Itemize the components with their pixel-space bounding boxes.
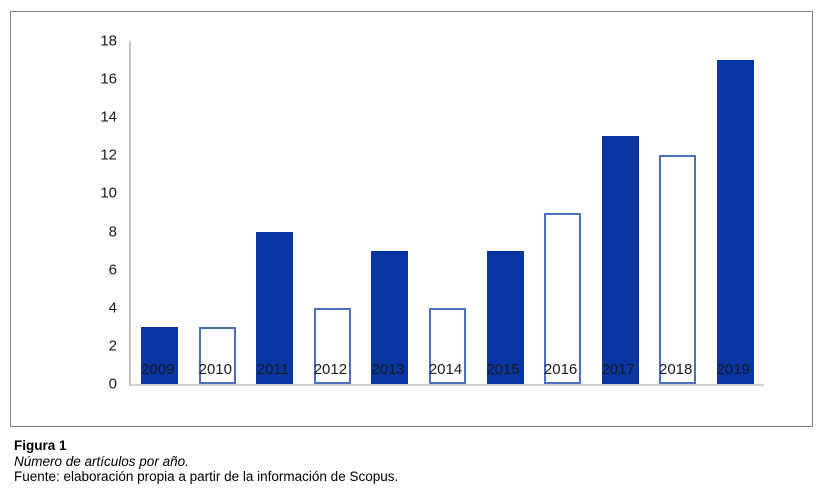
figure-caption: Figura 1 Número de artículos por año. Fu… <box>14 438 398 485</box>
x-tick-label-2017: 2017 <box>601 361 635 378</box>
y-tick-label: 0 <box>108 375 117 393</box>
y-tick-label: 18 <box>100 32 117 50</box>
y-tick-label: 12 <box>100 146 117 164</box>
y-tick-label: 8 <box>108 223 117 241</box>
bar-2009 <box>141 326 179 384</box>
bar-2010 <box>198 326 236 384</box>
y-tick-label: 2 <box>108 337 117 355</box>
bar-2016 <box>544 212 582 384</box>
y-tick-label: 16 <box>100 70 117 88</box>
x-tick-label-2013: 2013 <box>371 361 405 378</box>
x-tick-label-2009: 2009 <box>141 361 175 378</box>
bar-2014 <box>429 307 466 384</box>
x-tick-label-2018: 2018 <box>658 361 693 378</box>
y-tick-label: 14 <box>100 108 117 126</box>
bar-2011 <box>256 231 294 384</box>
y-tick-label: 10 <box>100 184 117 202</box>
bar-2015 <box>486 250 524 384</box>
figure-caption-label: Figura 1 <box>14 438 67 453</box>
bar-chart-plot-area <box>129 41 764 386</box>
x-tick-label-2014: 2014 <box>428 361 463 378</box>
y-tick-label: 4 <box>108 299 117 317</box>
figure-caption-source: Fuente: elaboración propia a partir de l… <box>14 469 399 484</box>
bar-2012 <box>313 307 351 384</box>
x-tick-label-2011: 2011 <box>256 361 289 378</box>
y-tick-label: 6 <box>108 261 117 279</box>
figure-caption-title: Número de artículos por año. <box>14 453 189 469</box>
bar-2019 <box>716 60 754 384</box>
x-tick-label-2019: 2019 <box>716 361 750 378</box>
x-tick-label-2010: 2010 <box>198 361 232 378</box>
figure-frame: 0 2 4 6 8 10 12 14 16 18 2009 2010 2011 2012 2013 2014… <box>10 11 813 427</box>
x-tick-label-2016: 2016 <box>543 361 578 378</box>
bar-2018 <box>659 155 697 384</box>
bar-2017 <box>601 136 639 384</box>
x-tick-label-2015: 2015 <box>486 361 520 378</box>
bar-2013 <box>371 250 409 384</box>
x-tick-label-2012: 2012 <box>313 361 348 378</box>
